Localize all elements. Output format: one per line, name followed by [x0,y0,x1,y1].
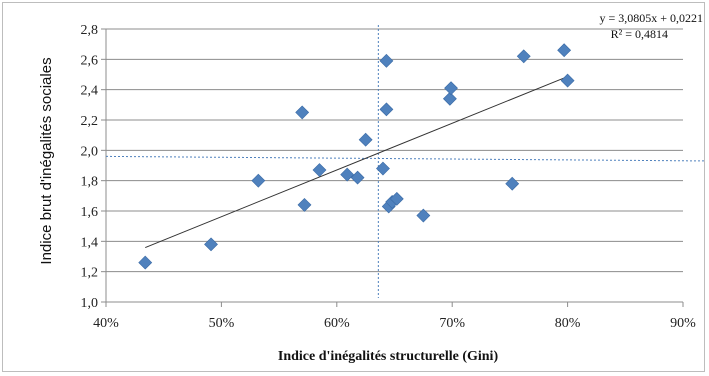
y-tick-label: 2,2 [81,114,99,129]
y-tick-label: 2,6 [81,53,99,68]
reference-line-horizontal [105,155,707,162]
data-point [376,161,390,176]
data-point [350,170,365,185]
data-point [557,43,572,58]
y-axis-title: Indice brut d'inégalités sociales [38,57,55,264]
x-tick-label: 80% [555,316,581,331]
data-point [204,237,218,252]
y-tick-label: 2,8 [81,23,99,38]
data-point [505,176,520,191]
x-axis-title: Indice d'inégalités structurelle (Gini) [278,349,499,364]
data-point [251,173,266,188]
data-point [379,102,394,117]
data-point [416,208,431,223]
x-tick-label: 70% [439,316,465,331]
y-tick-label: 1,2 [81,266,99,281]
tick-labels: 1,0 1,2 1,4 1,6 1,8 2,0 2,2 2,4 2,6 2,8 40% 50% 60% 7… [81,23,697,331]
data-point [312,163,327,177]
y-tick-label: 1,8 [81,175,99,190]
data-point [297,198,312,212]
y-tick-label: 1,6 [81,205,99,220]
x-tick-label: 50% [209,316,235,331]
y-tick-label: 2,0 [81,144,99,159]
data-point [379,53,394,68]
gridlines [106,28,683,273]
data-point [516,49,531,64]
data-point [560,73,575,88]
data-point [340,167,355,182]
y-tick-label: 1,0 [81,296,99,311]
data-points [138,43,575,270]
data-point [442,91,457,106]
trendline-equation: y = 3,0805x + 0,0221 [599,11,703,25]
x-tick-label: 90% [670,316,696,331]
data-point [138,255,153,270]
data-point [358,132,373,147]
x-tick-label: 40% [93,316,119,331]
reference-lines [105,25,707,298]
y-tick-label: 1,4 [81,235,99,250]
trendline-group [145,76,568,249]
y-tick-label: 2,4 [81,84,99,99]
data-point [444,81,458,96]
trendline-r2: R² = 0,4814 [611,27,668,41]
chart-frame [2,2,705,372]
x-tick-label: 60% [324,316,350,331]
data-point [389,191,404,206]
axes [101,28,684,307]
data-point [295,105,310,120]
trendline [145,76,568,249]
